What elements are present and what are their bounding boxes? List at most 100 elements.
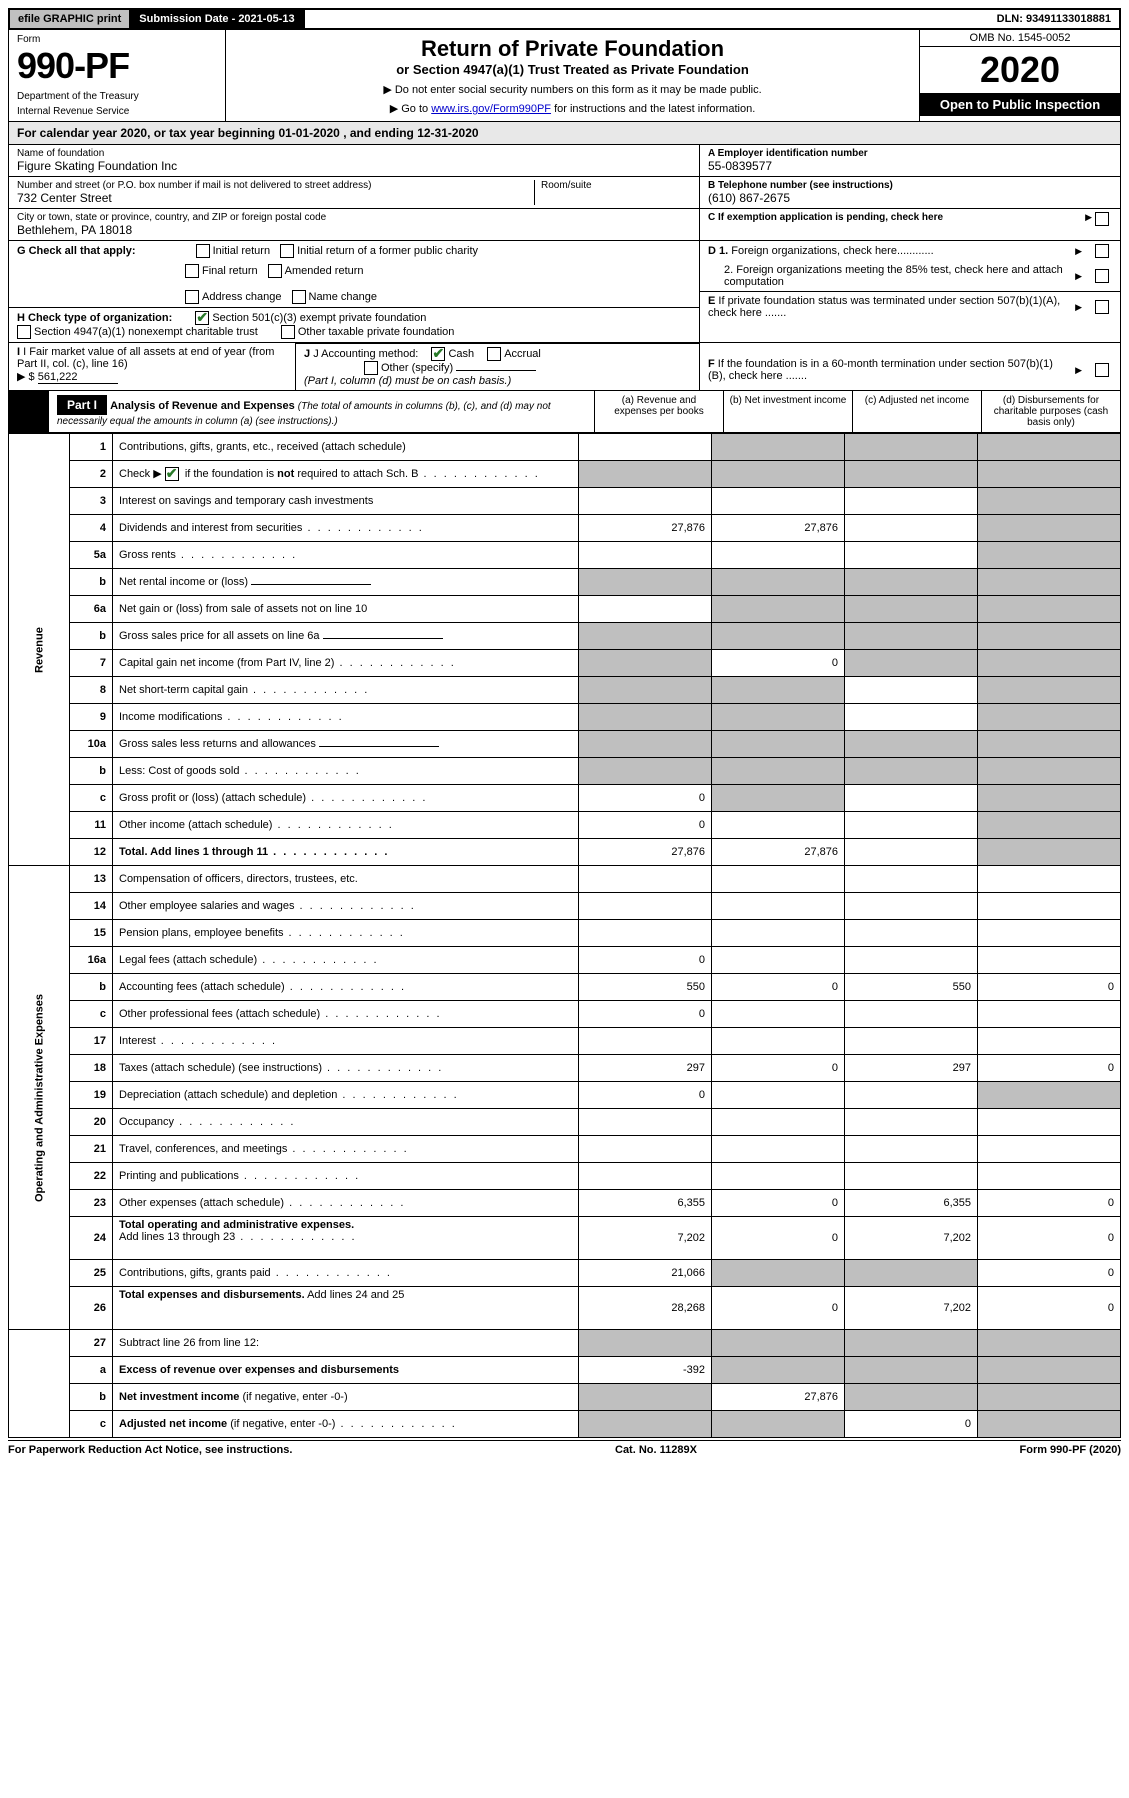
table-row: 12Total. Add lines 1 through 1127,87627,… xyxy=(9,839,1121,866)
col-c-header: (c) Adjusted net income xyxy=(852,391,981,432)
value-cell: 27,876 xyxy=(712,839,845,866)
open-public: Open to Public Inspection xyxy=(920,93,1120,116)
value-cell xyxy=(712,488,845,515)
value-cell xyxy=(712,1109,845,1136)
address-change-checkbox[interactable] xyxy=(185,290,199,304)
value-cell xyxy=(845,731,978,758)
table-row: 11Other income (attach schedule)0 xyxy=(9,812,1121,839)
table-row: 3Interest on savings and temporary cash … xyxy=(9,488,1121,515)
value-cell xyxy=(845,1001,978,1028)
value-cell xyxy=(845,515,978,542)
value-cell xyxy=(712,920,845,947)
dept-irs: Internal Revenue Service xyxy=(17,106,217,117)
value-cell xyxy=(712,569,845,596)
line-number: 3 xyxy=(70,488,113,515)
form-ref: Form 990-PF (2020) xyxy=(1020,1444,1121,1456)
value-cell xyxy=(978,1357,1121,1384)
line-number: 19 xyxy=(70,1082,113,1109)
line-number: 16a xyxy=(70,947,113,974)
line-number: 7 xyxy=(70,650,113,677)
line-number: b xyxy=(70,569,113,596)
line-description: Interest on savings and temporary cash i… xyxy=(113,488,579,515)
value-cell xyxy=(845,704,978,731)
calendar-year: For calendar year 2020, or tax year begi… xyxy=(8,122,1121,145)
value-cell xyxy=(978,893,1121,920)
name-cell: Name of foundation Figure Skating Founda… xyxy=(9,145,699,177)
other-method-checkbox[interactable] xyxy=(364,361,378,375)
initial-return-checkbox[interactable] xyxy=(196,244,210,258)
value-cell xyxy=(712,1001,845,1028)
d2-checkbox[interactable] xyxy=(1095,269,1109,283)
final-return-checkbox[interactable] xyxy=(185,264,199,278)
line-number: 12 xyxy=(70,839,113,866)
value-cell xyxy=(579,920,712,947)
value-cell xyxy=(845,1384,978,1411)
value-cell xyxy=(845,461,978,488)
d1-checkbox[interactable] xyxy=(1095,244,1109,258)
value-cell xyxy=(845,1109,978,1136)
instructions-link[interactable]: www.irs.gov/Form990PF xyxy=(431,103,551,115)
line-description: Contributions, gifts, grants paid xyxy=(113,1260,579,1287)
value-cell xyxy=(978,1384,1121,1411)
value-cell: 0 xyxy=(978,974,1121,1001)
e-checkbox[interactable] xyxy=(1095,300,1109,314)
value-cell xyxy=(579,893,712,920)
value-cell xyxy=(712,434,845,461)
value-cell xyxy=(712,1163,845,1190)
value-cell xyxy=(845,623,978,650)
4947-checkbox[interactable] xyxy=(17,325,31,339)
value-cell xyxy=(712,1136,845,1163)
value-cell: 0 xyxy=(712,1217,845,1260)
entity-block: Name of foundation Figure Skating Founda… xyxy=(8,145,1121,241)
name-change-checkbox[interactable] xyxy=(292,290,306,304)
value-cell: 0 xyxy=(579,1001,712,1028)
initial-former-checkbox[interactable] xyxy=(280,244,294,258)
value-cell xyxy=(845,1163,978,1190)
line-description: Net gain or (loss) from sale of assets n… xyxy=(113,596,579,623)
value-cell xyxy=(978,866,1121,893)
table-row: Operating and Administrative Expenses13C… xyxy=(9,866,1121,893)
501c3-checkbox[interactable] xyxy=(195,311,209,325)
cash-checkbox[interactable] xyxy=(431,347,445,361)
submission-date: Submission Date - 2021-05-13 xyxy=(131,10,304,28)
col-d-header: (d) Disbursements for charitable purpose… xyxy=(981,391,1120,432)
value-cell xyxy=(978,704,1121,731)
value-cell xyxy=(978,1109,1121,1136)
value-cell: 0 xyxy=(579,812,712,839)
table-row: bNet rental income or (loss) xyxy=(9,569,1121,596)
value-cell xyxy=(579,1384,712,1411)
value-cell: 7,202 xyxy=(845,1217,978,1260)
efile-tag: efile GRAPHIC print xyxy=(10,10,131,28)
header-left: Form 990-PF Department of the Treasury I… xyxy=(9,30,226,121)
f-checkbox[interactable] xyxy=(1095,363,1109,377)
table-row: 26Total expenses and disbursements. Add … xyxy=(9,1287,1121,1330)
entity-right: A Employer identification number 55-0839… xyxy=(699,145,1120,240)
value-cell xyxy=(978,758,1121,785)
addr-cell: Number and street (or P.O. box number if… xyxy=(9,177,699,209)
form-label: Form xyxy=(17,34,217,45)
amended-return-checkbox[interactable] xyxy=(268,264,282,278)
fmv-value: 561,222 xyxy=(38,371,118,384)
value-cell: 27,876 xyxy=(579,839,712,866)
phone-cell: B Telephone number (see instructions) (6… xyxy=(700,177,1120,209)
accrual-checkbox[interactable] xyxy=(487,347,501,361)
pending-checkbox[interactable] xyxy=(1095,212,1109,226)
value-cell xyxy=(978,785,1121,812)
value-cell xyxy=(579,731,712,758)
value-cell xyxy=(845,893,978,920)
year-begin: 01-01-2020 xyxy=(278,126,339,140)
ein-cell: A Employer identification number 55-0839… xyxy=(700,145,1120,177)
paperwork-notice: For Paperwork Reduction Act Notice, see … xyxy=(8,1444,292,1456)
value-cell xyxy=(845,569,978,596)
table-row: 5aGross rents xyxy=(9,542,1121,569)
other-taxable-checkbox[interactable] xyxy=(281,325,295,339)
value-cell: 0 xyxy=(712,1055,845,1082)
value-cell xyxy=(712,812,845,839)
value-cell: 0 xyxy=(579,785,712,812)
line-description: Depreciation (attach schedule) and deple… xyxy=(113,1082,579,1109)
line-number: 26 xyxy=(70,1287,113,1330)
analysis-table: Revenue1Contributions, gifts, grants, et… xyxy=(8,433,1121,1438)
value-cell xyxy=(712,1357,845,1384)
f-row: F If the foundation is in a 60-month ter… xyxy=(700,343,1120,396)
line-number: 4 xyxy=(70,515,113,542)
